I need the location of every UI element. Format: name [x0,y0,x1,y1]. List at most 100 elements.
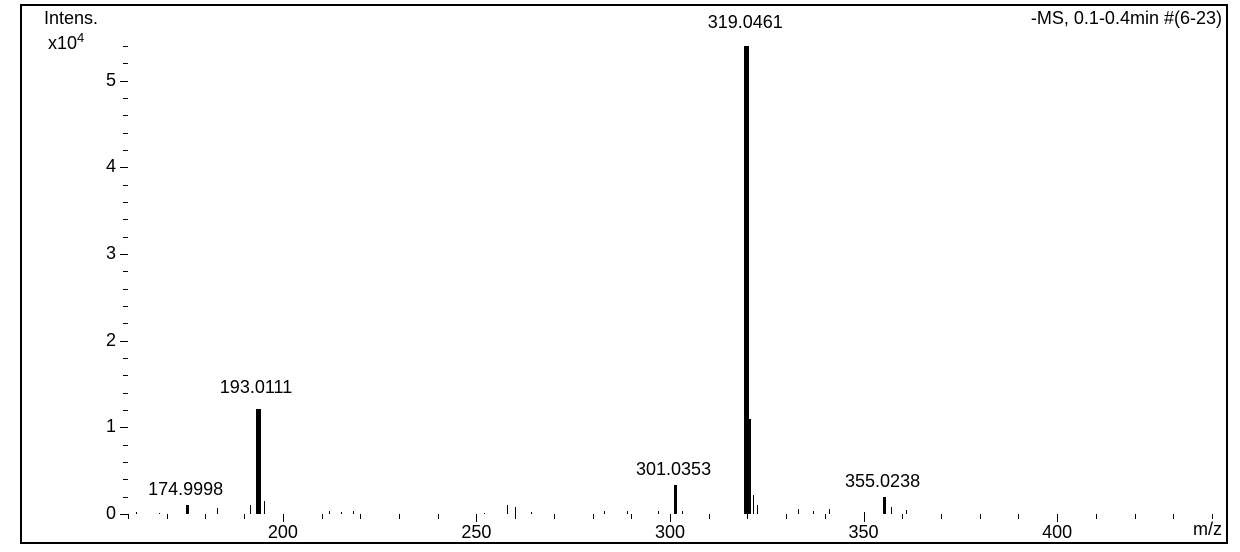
y-tick-minor [123,219,128,220]
y-tick [120,341,128,342]
peak [341,512,342,514]
y-tick-minor [123,393,128,394]
x-tick-minor [941,514,942,519]
peak [329,511,330,514]
x-tick-minor [244,514,245,519]
peak [217,508,218,514]
x-tick-minor [167,514,168,519]
y-tick-minor [123,46,128,47]
x-tick-label: 250 [456,522,496,543]
y-tick-minor [123,98,128,99]
peak [798,509,799,514]
y-tick [120,167,128,168]
x-tick-minor [515,514,516,519]
peak [748,419,751,514]
peak [507,505,508,514]
y-tick-minor [123,306,128,307]
x-tick-minor [554,514,555,519]
peak [883,497,886,514]
y-tick-minor [123,462,128,463]
x-tick [283,514,284,522]
x-tick-label: 300 [650,522,690,543]
peak-label: 301.0353 [636,459,711,480]
y-tick-label: 4 [98,156,116,177]
y-tick-label: 1 [98,416,116,437]
peak-label: 193.0111 [220,377,292,398]
y-tick-minor [123,375,128,376]
x-tick-minor [1212,514,1213,519]
y-tick-minor [123,202,128,203]
y-tick-minor [123,358,128,359]
x-tick [670,514,671,522]
x-tick-minor [360,514,361,519]
y-tick-minor [123,115,128,116]
y-tick [120,254,128,255]
peak [353,511,354,514]
y-tick-minor [123,271,128,272]
peak [829,509,830,514]
peak [256,409,261,514]
y-tick-minor [123,445,128,446]
y-axis-factor-exp: 4 [77,30,84,45]
y-tick-minor [123,63,128,64]
x-tick [864,514,865,522]
x-axis-label: m/z [1193,519,1222,540]
x-tick [1057,514,1058,522]
peak [186,505,189,514]
y-tick-minor [123,479,128,480]
x-tick-minor [593,514,594,519]
x-tick-label: 200 [263,522,303,543]
peak-label: 355.0238 [845,471,920,492]
y-tick-label: 5 [98,70,116,91]
scan-info-label: -MS, 0.1-0.4min #(6-23) [1031,8,1222,29]
peak [515,507,516,514]
y-tick-minor [123,133,128,134]
peak-label: 319.0461 [708,12,783,33]
x-tick-minor [1096,514,1097,519]
peak [264,501,265,514]
x-tick-minor [322,514,323,519]
peak [682,511,683,514]
x-tick-minor [399,514,400,519]
peak [250,505,251,514]
peak [674,485,677,514]
x-tick-minor [438,514,439,519]
y-tick-minor [123,410,128,411]
y-tick-minor [123,150,128,151]
x-tick-minor [128,514,129,519]
y-tick-label: 2 [98,330,116,351]
y-axis-factor-prefix: x10 [48,33,77,53]
y-tick-minor [123,289,128,290]
peak [658,511,659,514]
x-tick-minor [1018,514,1019,519]
x-tick-minor [980,514,981,519]
x-tick-label: 350 [844,522,884,543]
x-tick-minor [631,514,632,519]
peak [757,505,758,514]
peak [627,511,628,514]
y-tick-minor [123,497,128,498]
x-tick-minor [1173,514,1174,519]
peak-label: 174.9998 [148,479,223,500]
chart-container: -MS, 0.1-0.4min #(6-23) Intens. x104 m/z… [0,0,1240,552]
y-tick-minor [123,323,128,324]
y-tick-label: 0 [98,503,116,524]
x-tick [476,514,477,522]
y-tick [120,427,128,428]
peak [531,512,532,514]
peak [813,511,814,514]
peak [136,512,137,514]
x-tick-label: 400 [1037,522,1077,543]
peak [484,513,485,514]
y-axis-label-top: Intens. [44,8,98,29]
peak [906,510,907,514]
peak [159,513,160,514]
y-tick [120,81,128,82]
peak [891,507,892,514]
x-tick-minor [902,514,903,519]
x-tick-minor [709,514,710,519]
x-tick-minor [1135,514,1136,519]
x-tick-minor [747,514,748,519]
y-axis-label-factor: x104 [48,30,84,54]
y-tick [120,514,128,515]
